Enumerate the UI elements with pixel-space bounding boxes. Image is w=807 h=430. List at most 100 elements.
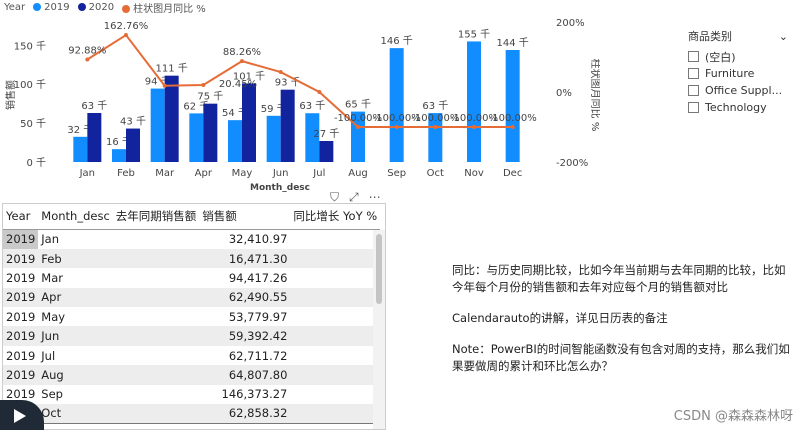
bar-2020[interactable] (164, 75, 179, 162)
data-label-2020: 75 千 (197, 91, 223, 103)
combo-chart[interactable]: Year 2019 2020 柱状图月同比 % 0 千 50 千 100 千 150 … (0, 0, 602, 195)
x-tick-label: May (232, 168, 253, 179)
yoy-point[interactable] (124, 33, 128, 38)
bar-2020[interactable] (280, 89, 295, 162)
data-label-2020: 101 千 (233, 70, 265, 82)
bar-2020[interactable] (126, 128, 140, 162)
cell-month: Sep (41, 387, 63, 402)
note-yoy: 同比：与历史同期比较，比如今年当前期与去年同期的比较，比如今年每个月份的销售额和… (452, 263, 786, 294)
cell-sales: 53,779.97 (228, 309, 288, 324)
bar-2019[interactable] (112, 149, 126, 162)
bar-2019[interactable] (428, 113, 443, 162)
yoy-point[interactable] (162, 83, 167, 88)
yoy-data-label: 162.76% (104, 21, 149, 32)
filter-icon[interactable]: ⛉ (330, 190, 340, 204)
yoy-point[interactable] (85, 57, 90, 62)
table-row[interactable]: 2019 Aug 64,807.80 (3, 365, 381, 385)
sales-table[interactable]: Year Month_desc 去年同期销售额 销售额 同比增长 YoY % 2… (2, 203, 386, 430)
checkbox-icon[interactable] (688, 51, 699, 62)
table-row[interactable]: 2019 May 53,779.97 (3, 307, 380, 326)
col-header-year[interactable]: Year (3, 204, 39, 230)
slicer-item-technology[interactable]: Technology (688, 99, 788, 116)
bar-2019[interactable] (467, 41, 481, 162)
legend-item-2019[interactable]: 2019 (33, 2, 70, 13)
col-header-month[interactable]: Month_desc (38, 204, 113, 230)
col-header-yoy[interactable]: 同比增长 YoY % (290, 204, 381, 230)
col-header-sales[interactable]: 销售额 (199, 204, 291, 230)
category-slicer[interactable]: 商品类别 ⌄ (空白) Furniture Office Suppl... Te… (688, 28, 788, 116)
y-tick-label: 100 千 (14, 79, 46, 91)
yoy-point[interactable] (356, 125, 360, 129)
bar-2019[interactable] (73, 136, 88, 162)
legend-item-2020[interactable]: 2020 (77, 2, 114, 13)
yoy-point[interactable] (510, 125, 515, 129)
yoy-point[interactable] (472, 125, 476, 129)
cell-yoy (290, 287, 381, 308)
visual-header-icons: ⛉ ⤢ ⋯ (330, 190, 381, 205)
table-row[interactable]: 2019 Apr 62,490.55 (3, 287, 381, 308)
yoy-point[interactable] (317, 90, 322, 94)
y-tick-label: 150 千 (14, 40, 46, 52)
cell-year: 2019 (3, 365, 39, 385)
cell-month: Apr (38, 287, 113, 308)
x-tick-label: Feb (117, 168, 135, 179)
x-tick-label: Sep (387, 168, 406, 179)
table-scrollbar[interactable] (373, 230, 385, 429)
table-row[interactable]: 2019 Sep 146,373.27 (3, 385, 380, 404)
table-row[interactable]: 2019 Jun 59,392.42 (3, 326, 381, 346)
data-label-2020: 27 千 (313, 128, 339, 140)
slicer-item-office[interactable]: Office Suppl... (688, 82, 788, 99)
x-tick-label: Apr (195, 168, 213, 179)
bar-2020[interactable] (203, 103, 218, 162)
cell-year: 2019 (3, 326, 39, 346)
yoy-point[interactable] (394, 125, 399, 129)
yoy-line[interactable] (86, 33, 513, 128)
cell-prev-sales (113, 230, 200, 249)
cell-prev-sales (112, 326, 200, 346)
checkbox-icon[interactable] (688, 85, 699, 96)
bar-2020[interactable] (242, 83, 256, 162)
cell-yoy (290, 230, 380, 249)
cell-sales: 94,417.26 (228, 270, 288, 285)
cell-month: Mar (41, 270, 63, 285)
col-header-prev-sales[interactable]: 去年同期销售额 (112, 204, 200, 230)
yoy-data-label: -100.00% (489, 113, 537, 124)
bar-2020[interactable] (87, 113, 102, 162)
bar-2020[interactable] (319, 141, 334, 162)
bar-2019[interactable] (389, 48, 404, 163)
yoy-point[interactable] (433, 125, 438, 129)
bar-2019[interactable] (305, 113, 320, 162)
cell-yoy (290, 404, 381, 424)
cell-month: Jul (41, 348, 56, 363)
play-icon[interactable] (0, 400, 44, 430)
note-week: Note：PowerBI的时间智能函数没有包含对周的支持，那么我们如果要做周的累… (452, 342, 790, 373)
x-tick-label: Nov (464, 168, 484, 179)
yoy-point[interactable] (278, 70, 283, 75)
data-label-2020: 63 千 (81, 100, 107, 112)
table-row[interactable]: 2019Oct62,858.32 (3, 404, 381, 424)
bar-2019[interactable] (228, 120, 242, 162)
slicer-item-blank[interactable]: (空白) (688, 48, 788, 65)
yoy-point[interactable] (240, 59, 244, 64)
focus-mode-icon[interactable]: ⤢ (349, 190, 359, 204)
table-row[interactable]: 2019 Jul 62,711.72 (3, 346, 380, 365)
bar-2019[interactable] (189, 113, 204, 162)
cell-sales: 32,410.97 (228, 232, 288, 247)
legend-item-yoy[interactable]: 柱状图月同比 % (122, 0, 206, 15)
cell-prev-sales (112, 287, 200, 308)
bar-2019[interactable] (150, 88, 165, 162)
more-options-icon[interactable]: ⋯ (368, 190, 381, 204)
checkbox-icon[interactable] (688, 68, 699, 79)
table-row[interactable]: 2019 Mar 94,417.26 (3, 268, 380, 287)
table-row[interactable]: 2019 Feb 16,471.30 (3, 248, 381, 269)
scroll-thumb[interactable] (376, 234, 382, 304)
data-label-2019: 16 千 (106, 136, 132, 148)
slicer-item-furniture[interactable]: Furniture (688, 65, 788, 82)
bar-2019[interactable] (505, 50, 520, 162)
yoy-point[interactable] (201, 83, 206, 87)
checkbox-icon[interactable] (688, 102, 699, 113)
yoy-data-label: -100.00% (373, 113, 421, 124)
table-row[interactable]: 2019 Jan 32,410.97 (3, 229, 380, 249)
bar-2019[interactable] (266, 115, 281, 162)
chevron-down-icon[interactable]: ⌄ (778, 29, 788, 43)
